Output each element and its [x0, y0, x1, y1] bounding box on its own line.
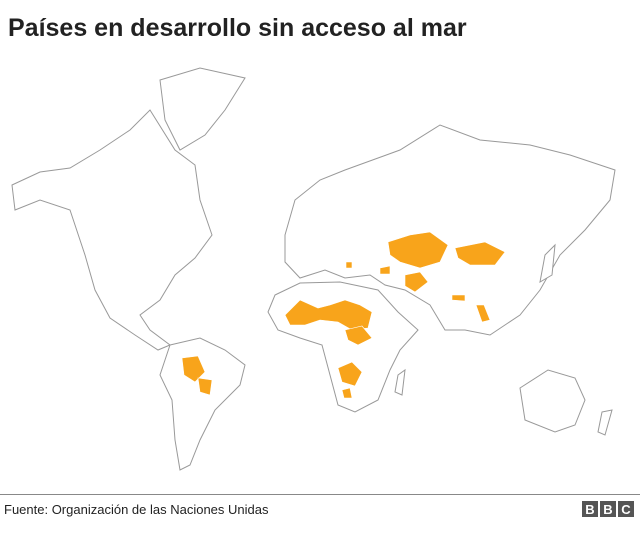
new-zealand	[597, 409, 613, 436]
north-america	[11, 109, 213, 351]
bbc-logo: B B C	[582, 501, 634, 517]
landlocked-country	[379, 265, 391, 275]
logo-letter: C	[618, 501, 634, 517]
japan	[539, 243, 556, 283]
landlocked-country	[387, 231, 449, 269]
footer-rule	[0, 494, 640, 495]
south-america	[159, 337, 246, 471]
landlocked-country	[344, 325, 373, 346]
landlocked-country	[197, 377, 213, 396]
landlocked-country	[454, 241, 506, 266]
title: Países en desarrollo sin acceso al mar	[8, 14, 467, 42]
world-map	[11, 67, 616, 471]
logo-letter: B	[600, 501, 616, 517]
landlocked-country	[337, 361, 363, 387]
australia	[519, 369, 586, 433]
greenland	[159, 67, 246, 151]
logo-letter: B	[582, 501, 598, 517]
madagascar	[394, 368, 406, 396]
landlocked-country	[181, 355, 206, 383]
landlocked-country	[284, 299, 373, 331]
source: Fuente: Organización de las Naciones Uni…	[4, 502, 269, 517]
landlocked-country	[345, 261, 353, 269]
eurasia	[284, 124, 616, 336]
landlocked-country	[404, 271, 429, 293]
landlocked-country	[451, 294, 466, 302]
landlocked-country	[341, 387, 353, 399]
landlocked-country	[475, 304, 491, 323]
